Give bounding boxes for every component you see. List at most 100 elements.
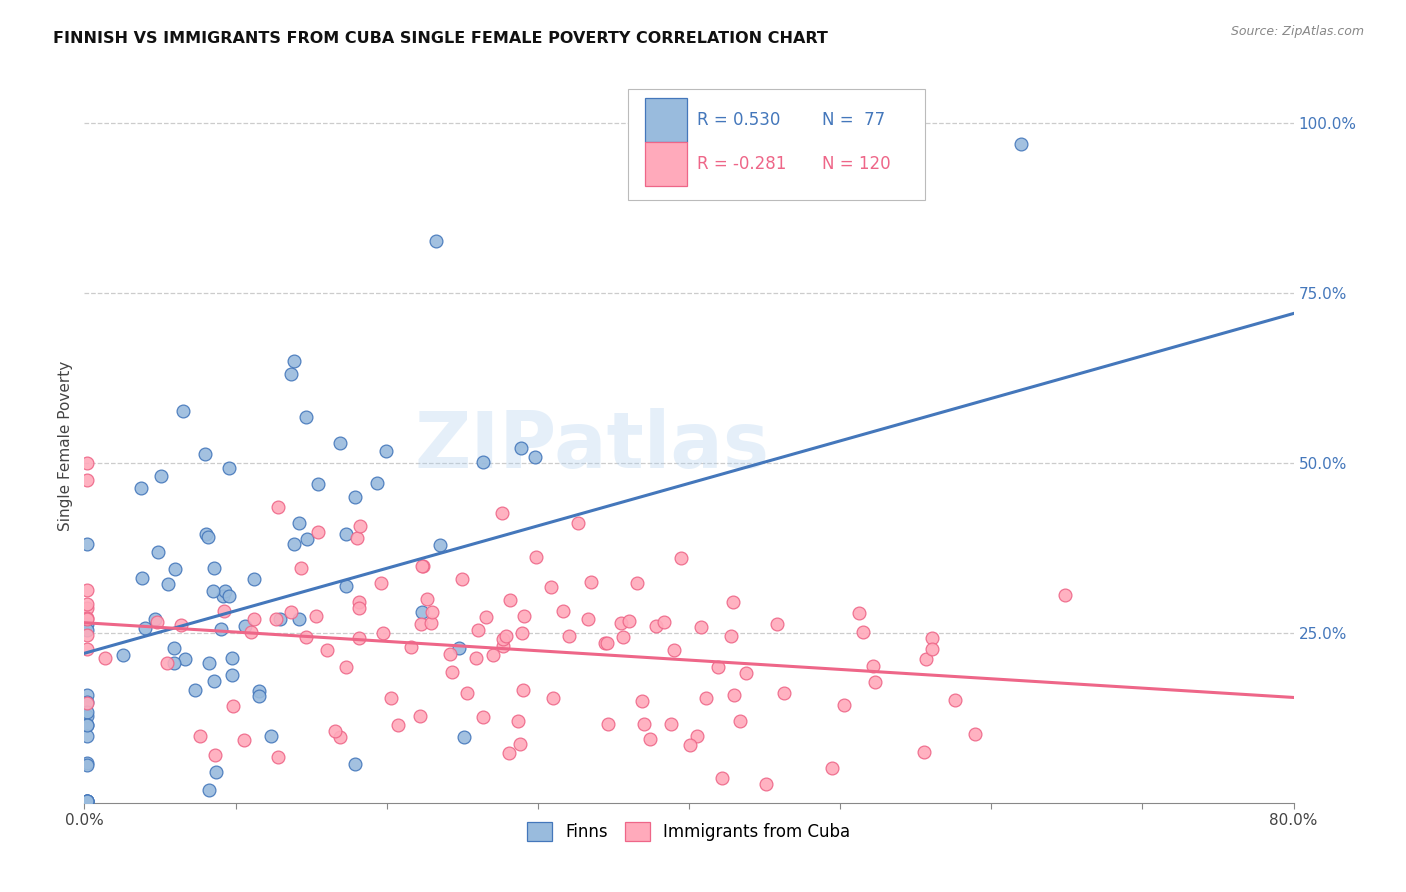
Point (420, 605, 443, 619)
FancyBboxPatch shape (645, 98, 686, 142)
Point (499, 593, 522, 607)
Point (335, 660, 357, 674)
Point (335, 527, 357, 541)
Point (76, 758, 98, 772)
Point (579, 574, 602, 589)
Point (163, 656, 186, 670)
Point (439, 647, 461, 661)
Text: R = 0.530: R = 0.530 (697, 111, 780, 128)
Point (131, 571, 153, 585)
Point (512, 609, 534, 624)
Point (409, 708, 432, 723)
Point (239, 625, 262, 640)
Point (541, 691, 564, 706)
Point (821, 761, 844, 775)
Point (198, 657, 221, 671)
Point (221, 651, 243, 665)
Point (76, 473, 98, 487)
Point (222, 699, 245, 714)
Text: Source: ZipAtlas.com: Source: ZipAtlas.com (1230, 25, 1364, 38)
Point (347, 632, 370, 646)
Point (111, 648, 134, 662)
Point (76, 623, 98, 637)
Point (695, 691, 717, 706)
Point (596, 636, 619, 650)
Point (131, 481, 153, 495)
Point (163, 562, 186, 576)
Point (346, 531, 368, 545)
Point (204, 747, 226, 762)
Point (197, 530, 219, 544)
Point (156, 656, 179, 670)
Point (76, 694, 98, 708)
Point (612, 630, 634, 644)
Point (734, 665, 756, 680)
Point (921, 642, 943, 657)
Point (76, 628, 98, 642)
Point (329, 436, 352, 450)
Point (765, 617, 787, 632)
Point (863, 674, 886, 689)
Point (267, 500, 290, 514)
Point (429, 538, 451, 552)
Point (720, 629, 742, 643)
Point (316, 643, 339, 657)
Point (335, 579, 357, 593)
Point (495, 629, 517, 643)
Point (399, 640, 422, 654)
Point (472, 455, 495, 469)
Point (1011, 136, 1033, 151)
Point (76, 696, 98, 710)
FancyBboxPatch shape (628, 89, 925, 200)
Point (772, 686, 794, 700)
Point (509, 737, 531, 751)
Point (523, 450, 546, 464)
Point (411, 559, 433, 574)
Point (862, 658, 884, 673)
Point (76, 689, 98, 703)
Point (76, 706, 98, 720)
Point (467, 623, 489, 637)
Point (76, 597, 98, 611)
Point (374, 444, 396, 458)
Point (755, 777, 778, 791)
Point (76, 794, 98, 808)
Point (387, 718, 409, 732)
Legend: Finns, Immigrants from Cuba: Finns, Immigrants from Cuba (520, 815, 858, 848)
Point (456, 686, 478, 700)
Point (307, 476, 329, 491)
Point (344, 757, 367, 772)
Point (626, 575, 648, 590)
Point (76, 641, 98, 656)
Point (834, 698, 856, 712)
Point (183, 683, 205, 698)
FancyBboxPatch shape (645, 143, 686, 186)
Point (232, 732, 254, 747)
Point (710, 771, 733, 785)
Point (416, 592, 439, 607)
Point (852, 624, 875, 639)
Point (212, 604, 235, 618)
Point (690, 620, 713, 634)
Point (267, 749, 290, 764)
Point (188, 729, 211, 743)
Point (287, 516, 309, 531)
Point (965, 727, 987, 741)
Point (143, 611, 166, 625)
Point (204, 765, 226, 780)
Point (412, 558, 434, 573)
Point (76, 718, 98, 732)
Point (595, 636, 617, 650)
Point (295, 630, 318, 644)
Point (669, 551, 692, 566)
Point (558, 629, 581, 643)
Text: R = -0.281: R = -0.281 (697, 155, 787, 173)
Point (172, 403, 194, 417)
Point (425, 234, 447, 248)
Point (174, 651, 197, 665)
Point (194, 526, 217, 541)
Point (492, 639, 515, 653)
Point (512, 683, 534, 698)
Point (510, 442, 533, 456)
Point (617, 614, 640, 628)
